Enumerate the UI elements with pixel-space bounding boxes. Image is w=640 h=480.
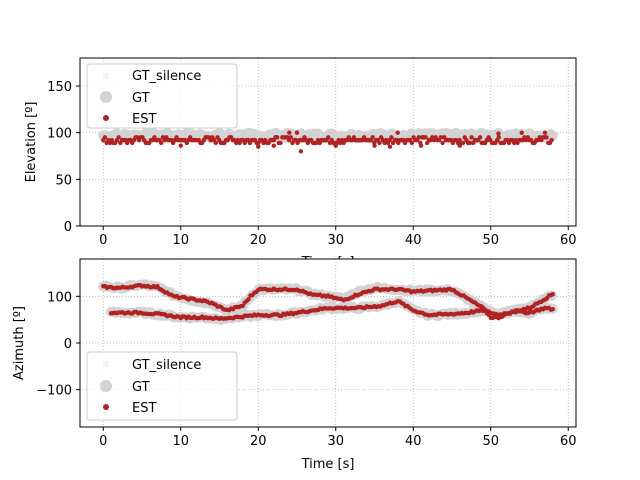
- est-point: [240, 303, 245, 309]
- y-tick-label: 100: [47, 127, 72, 142]
- elevation-legend: GT_silence GT EST: [86, 63, 238, 129]
- est-point: [549, 137, 554, 143]
- x-tick-label: 40: [405, 434, 422, 449]
- est-point: [298, 149, 304, 154]
- x-tick-label: 50: [482, 434, 499, 449]
- azimuth-axes: 0 10 20 30 40 50 60 −100 0 100 Azimuth [º] Time …: [12, 258, 577, 472]
- est-point: [423, 135, 428, 140]
- x-tick-label: 20: [250, 434, 267, 449]
- est-point: [370, 135, 375, 140]
- x-tick-label: 50: [482, 233, 499, 248]
- est-point: [460, 140, 466, 146]
- est-point: [116, 135, 121, 140]
- est-point: [278, 140, 283, 146]
- est-point: [213, 140, 218, 146]
- est-point: [159, 140, 164, 146]
- est-point: [333, 143, 338, 148]
- est-point: [256, 144, 261, 149]
- azimuth-y-axis-label: Azimuth [º]: [12, 306, 27, 380]
- legend-label-est: EST: [132, 401, 156, 416]
- est-point: [438, 135, 444, 140]
- x-tick-label: 10: [172, 233, 189, 248]
- y-tick-label: 150: [47, 80, 72, 95]
- y-tick-label: 0: [64, 220, 72, 235]
- legend-label-gt: GT: [132, 91, 150, 106]
- est-point: [178, 143, 183, 148]
- x-tick-label: 0: [99, 434, 107, 449]
- est-point: [395, 130, 400, 135]
- est-point: [544, 135, 549, 140]
- y-tick-label: 0: [64, 337, 72, 352]
- y-tick-label: −100: [36, 384, 72, 399]
- legend-marker-gt-silence: [103, 73, 109, 79]
- est-point: [457, 143, 462, 148]
- elevation-x-ticks: 0 10 20 30 40 50 60: [99, 226, 577, 248]
- est-point: [469, 135, 474, 140]
- est-point: [542, 130, 548, 135]
- x-tick-label: 60: [560, 233, 577, 248]
- x-tick-label: 0: [99, 233, 107, 248]
- est-point: [496, 135, 502, 140]
- azimuth-legend: GT_silence GT EST: [86, 351, 238, 421]
- x-tick-label: 20: [250, 233, 267, 248]
- azimuth-y-ticks: −100 0 100: [36, 290, 80, 399]
- est-point: [274, 135, 280, 140]
- gt-point: [547, 130, 558, 141]
- est-point: [246, 297, 251, 302]
- est-point: [467, 140, 473, 146]
- legend-label-gt-silence: GT_silence: [132, 69, 201, 84]
- est-point: [377, 140, 382, 146]
- legend-box: [86, 351, 238, 421]
- est-point: [372, 143, 377, 148]
- est-point: [326, 135, 331, 140]
- est-point: [440, 140, 445, 146]
- est-point: [496, 131, 501, 136]
- legend-marker-est: [103, 115, 109, 121]
- x-tick-label: 40: [405, 233, 422, 248]
- x-tick-label: 30: [327, 233, 344, 248]
- legend-box: [86, 63, 238, 129]
- legend-label-est: EST: [132, 112, 156, 127]
- est-point: [519, 130, 524, 135]
- est-point: [287, 130, 292, 135]
- x-tick-label: 30: [327, 434, 344, 449]
- x-tick-label: 60: [560, 434, 577, 449]
- azimuth-x-ticks: 0 10 20 30 40 50 60: [99, 427, 577, 449]
- azimuth-est-series: [101, 283, 555, 322]
- legend-marker-gt-silence: [103, 361, 109, 367]
- est-point: [550, 292, 555, 297]
- legend-label-gt-silence: GT_silence: [132, 358, 201, 373]
- est-point: [550, 306, 555, 312]
- legend-marker-gt: [100, 380, 112, 392]
- est-point: [271, 143, 276, 148]
- x-tick-label: 10: [172, 434, 189, 449]
- est-point: [418, 143, 424, 148]
- legend-marker-gt: [100, 91, 112, 103]
- azimuth-x-axis-label: Time [s]: [301, 457, 355, 472]
- est-point: [102, 135, 108, 140]
- est-point: [409, 140, 415, 146]
- est-point: [294, 130, 300, 135]
- est-point: [389, 135, 394, 140]
- est-point: [477, 135, 483, 140]
- est-point: [387, 144, 393, 149]
- legend-marker-est: [103, 404, 109, 410]
- est-point: [416, 135, 421, 140]
- y-tick-label: 100: [47, 290, 72, 305]
- elevation-est-series: [101, 130, 554, 154]
- y-tick-label: 50: [55, 173, 72, 188]
- legend-label-gt: GT: [132, 380, 150, 395]
- elevation-axes-border: [79, 57, 577, 227]
- elevation-y-ticks: 0 50 100 150: [47, 80, 80, 235]
- elevation-y-axis-label: Elevation [º]: [24, 102, 39, 183]
- est-point: [288, 135, 293, 140]
